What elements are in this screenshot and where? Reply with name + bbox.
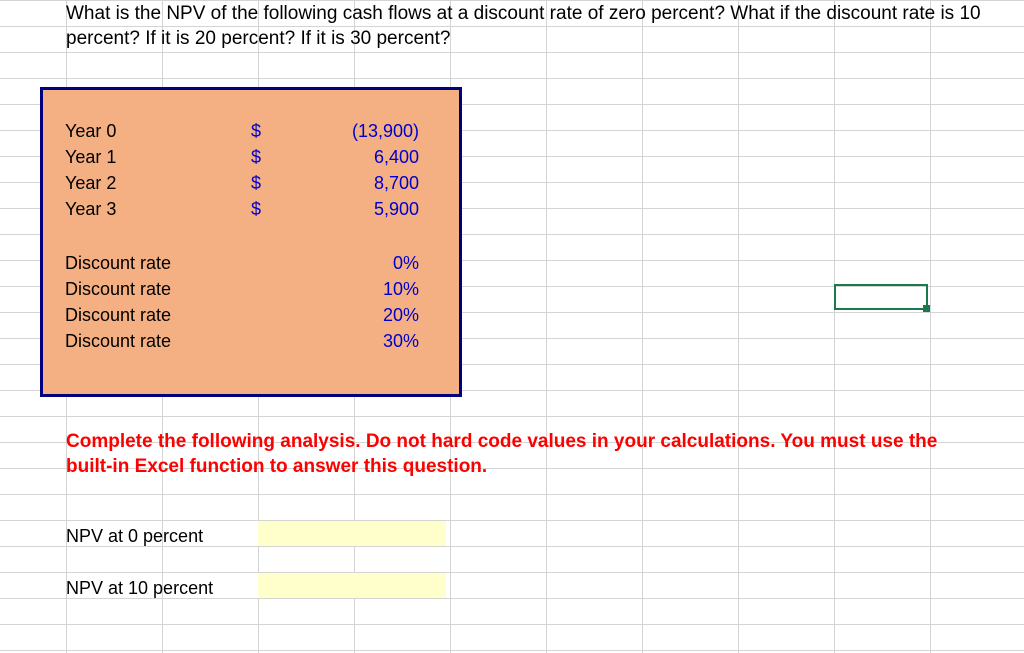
rate-row: Discount rate 30% [43,328,459,354]
currency-symbol: $ [251,121,261,142]
cashflow-row: Year 2 $ 8,700 [43,170,459,196]
year-label: Year 0 [65,121,116,142]
cashflow-value: 6,400 [374,147,419,168]
rate-label: Discount rate [65,279,171,300]
npv-input-0[interactable] [258,521,446,546]
cashflow-row: Year 0 $ (13,900) [43,118,459,144]
cashflow-value: (13,900) [352,121,419,142]
answer-label: NPV at 10 percent [66,578,213,599]
rate-value: 20% [383,305,419,326]
currency-symbol: $ [251,173,261,194]
rate-label: Discount rate [65,253,171,274]
spreadsheet-grid[interactable]: What is the NPV of the following cash fl… [0,0,1024,653]
rate-label: Discount rate [65,331,171,352]
year-label: Year 3 [65,199,116,220]
cashflow-row: Year 3 $ 5,900 [43,196,459,222]
rate-label: Discount rate [65,305,171,326]
rate-row: Discount rate 20% [43,302,459,328]
answer-row: NPV at 0 percent [66,523,203,549]
rate-value: 0% [393,253,419,274]
rate-value: 30% [383,331,419,352]
answer-label: NPV at 0 percent [66,526,203,547]
instruction-text: Complete the following analysis. Do not … [66,430,986,479]
currency-symbol: $ [251,147,261,168]
answer-row: NPV at 10 percent [66,575,213,601]
rate-value: 10% [383,279,419,300]
rate-row: Discount rate 10% [43,276,459,302]
cashflow-value: 8,700 [374,173,419,194]
year-label: Year 1 [65,147,116,168]
cashflow-data-box: Year 0 $ (13,900) Year 1 $ 6,400 Year 2 … [40,87,462,397]
npv-input-10[interactable] [258,573,446,598]
question-text: What is the NPV of the following cash fl… [66,2,996,51]
currency-symbol: $ [251,199,261,220]
selected-cell[interactable] [834,284,928,310]
cashflow-row: Year 1 $ 6,400 [43,144,459,170]
fill-handle-icon[interactable] [923,305,930,312]
cashflow-value: 5,900 [374,199,419,220]
year-label: Year 2 [65,173,116,194]
rate-row: Discount rate 0% [43,250,459,276]
